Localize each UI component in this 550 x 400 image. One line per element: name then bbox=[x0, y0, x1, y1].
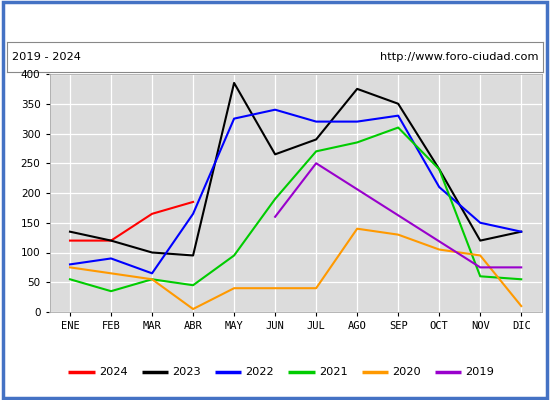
Text: 2024: 2024 bbox=[99, 366, 128, 377]
Text: 2020: 2020 bbox=[392, 366, 421, 377]
Text: Evolucion Nº Turistas Extranjeros en el municipio de Sos del Rey Católico: Evolucion Nº Turistas Extranjeros en el … bbox=[41, 14, 509, 28]
Text: 2023: 2023 bbox=[172, 366, 201, 377]
Text: 2019: 2019 bbox=[466, 366, 494, 377]
Text: http://www.foro-ciudad.com: http://www.foro-ciudad.com bbox=[379, 52, 538, 62]
Text: 2021: 2021 bbox=[319, 366, 348, 377]
Text: 2022: 2022 bbox=[246, 366, 274, 377]
Text: 2019 - 2024: 2019 - 2024 bbox=[12, 52, 81, 62]
